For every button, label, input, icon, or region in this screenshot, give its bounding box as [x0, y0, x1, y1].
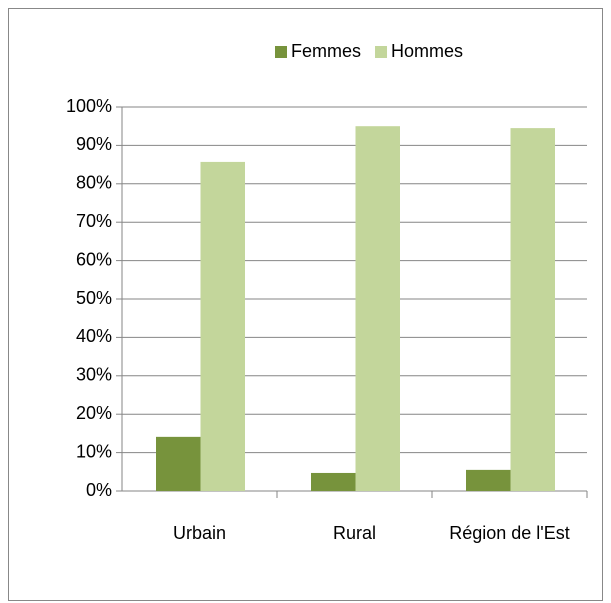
y-tick-label: 80%: [76, 173, 112, 193]
x-tick-label: Région de l'Est: [449, 523, 570, 543]
x-tick-label: Urbain: [172, 523, 227, 543]
x-tick-label: Rural: [332, 523, 376, 543]
y-tick-label: 60%: [76, 249, 112, 269]
y-tick-label: 10%: [76, 441, 112, 461]
legend-label: Hommes: [391, 41, 463, 61]
y-tick-label: 50%: [76, 288, 112, 308]
legend-swatch: [375, 46, 388, 58]
bar: [156, 436, 201, 491]
y-tick-label: 90%: [76, 134, 112, 154]
bar: [311, 472, 356, 491]
legend-label: Femmes: [291, 41, 361, 61]
bar: [200, 161, 245, 492]
y-tick-label: 40%: [76, 326, 112, 346]
bar: [466, 469, 511, 491]
legend-swatch: [275, 46, 287, 58]
y-tick-label: 30%: [76, 365, 112, 385]
bar: [355, 126, 400, 491]
y-tick-label: 0%: [86, 480, 112, 500]
bar: [510, 128, 555, 491]
y-tick-label: 70%: [76, 211, 112, 231]
y-tick-label: 20%: [76, 403, 112, 423]
y-tick-label: 100%: [66, 96, 112, 116]
